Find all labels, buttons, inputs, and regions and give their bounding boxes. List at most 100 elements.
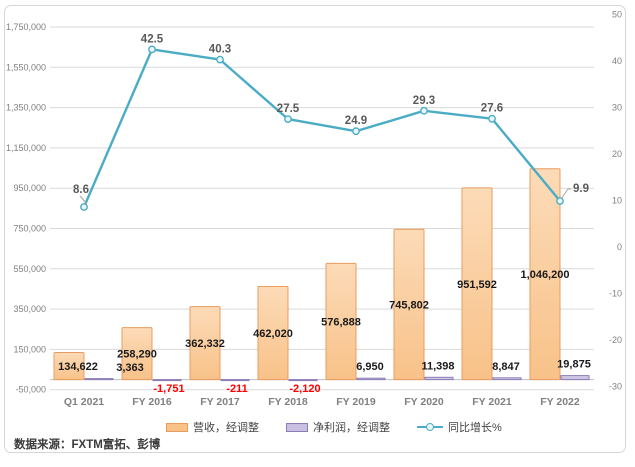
svg-text:-30: -30 xyxy=(609,382,622,392)
svg-text:-20: -20 xyxy=(609,335,622,345)
svg-text:6,950: 6,950 xyxy=(356,361,384,373)
growth-line-marker-icon xyxy=(417,423,443,431)
svg-text:-211: -211 xyxy=(226,383,247,395)
svg-text:9.9: 9.9 xyxy=(573,183,589,195)
growth-marker xyxy=(420,106,428,115)
svg-text:42.5: 42.5 xyxy=(141,33,164,45)
svg-text:FY 2021: FY 2021 xyxy=(472,396,512,408)
svg-text:0: 0 xyxy=(617,242,622,252)
svg-text:27.6: 27.6 xyxy=(481,103,503,115)
growth-marker xyxy=(556,197,564,205)
svg-text:20: 20 xyxy=(612,149,622,159)
svg-text:1,750,000: 1,750,000 xyxy=(6,22,46,32)
svg-text:550,000: 550,000 xyxy=(13,264,46,274)
revenue-swatch-icon xyxy=(166,422,188,432)
svg-text:Q1 2021: Q1 2021 xyxy=(64,396,104,408)
growth-marker xyxy=(216,55,224,64)
growth-marker xyxy=(352,127,360,136)
svg-text:750,000: 750,000 xyxy=(13,224,46,234)
legend-label-netprofit: 净利润，经调整 xyxy=(313,422,390,434)
chart-legend: 营收，经调整 净利润，经调整 同比增长% xyxy=(166,419,502,435)
data-source-note: 数据来源：FXTM富拓、彭博 xyxy=(14,439,161,451)
x-axis-labels: Q1 2021 FY 2016 FY 2017 FY 2018 FY 2019 FY 20… xyxy=(64,396,580,408)
net-profit-bar xyxy=(152,379,182,382)
svg-text:FY 2020: FY 2020 xyxy=(404,396,444,408)
growth-markers xyxy=(80,45,564,211)
growth-marker xyxy=(148,45,156,54)
revenue-bar xyxy=(257,286,289,381)
growth-marker xyxy=(80,203,88,211)
svg-text:8,847: 8,847 xyxy=(492,361,520,373)
revenue-bar xyxy=(189,306,221,381)
net-profit-bar xyxy=(288,379,318,382)
svg-text:50: 50 xyxy=(612,10,622,20)
svg-text:-50,000: -50,000 xyxy=(15,385,46,395)
growth-marker xyxy=(488,114,496,123)
svg-text:350,000: 350,000 xyxy=(13,304,46,314)
svg-text:134,622: 134,622 xyxy=(58,361,98,373)
revenue-bar xyxy=(529,168,561,381)
net-profit-bar xyxy=(492,377,522,381)
svg-text:FY 2016: FY 2016 xyxy=(132,396,172,408)
svg-text:951,592: 951,592 xyxy=(457,279,497,291)
svg-text:30: 30 xyxy=(612,103,622,113)
net-profit-labels: 3,363 -1,751 -211 -2,120 6,950 11,398 8,847 19,… xyxy=(116,359,591,395)
legend-item-growth: 同比增长% xyxy=(417,419,502,435)
revenue-bar xyxy=(53,352,85,381)
svg-text:576,888: 576,888 xyxy=(321,317,361,329)
net-profit-bar xyxy=(84,378,114,381)
svg-text:FY 2018: FY 2018 xyxy=(268,396,308,408)
svg-text:29.3: 29.3 xyxy=(413,95,435,107)
net-profit-bar xyxy=(356,377,386,381)
svg-text:19,875: 19,875 xyxy=(557,359,591,371)
svg-text:258,290: 258,290 xyxy=(117,349,157,361)
svg-text:362,332: 362,332 xyxy=(185,338,225,350)
svg-text:FY 2019: FY 2019 xyxy=(336,396,376,408)
growth-line xyxy=(82,48,562,209)
svg-text:1,350,000: 1,350,000 xyxy=(6,103,46,113)
legend-label-revenue: 营收，经调整 xyxy=(193,422,259,434)
right-axis-ticks: 50 40 30 20 10 0 -10 -20 -30 xyxy=(609,10,622,392)
net-profit-bar xyxy=(220,379,250,382)
legend-label-growth: 同比增长% xyxy=(448,422,502,434)
net-profit-swatch-icon xyxy=(286,422,308,432)
svg-text:11,398: 11,398 xyxy=(421,360,454,372)
svg-text:40: 40 xyxy=(612,56,622,66)
svg-text:950,000: 950,000 xyxy=(13,183,46,193)
leader-line xyxy=(79,195,88,205)
svg-text:150,000: 150,000 xyxy=(13,344,46,354)
svg-text:745,802: 745,802 xyxy=(389,300,429,312)
legend-item-netprofit: 净利润，经调整 xyxy=(286,419,390,435)
net-profit-bars xyxy=(84,375,590,382)
svg-text:-1,751: -1,751 xyxy=(153,383,184,395)
revenue-bar xyxy=(461,187,493,381)
svg-text:40.3: 40.3 xyxy=(209,44,231,56)
svg-text:-2,120: -2,120 xyxy=(289,383,320,395)
svg-text:3,363: 3,363 xyxy=(116,362,144,374)
svg-text:462,020: 462,020 xyxy=(253,328,293,340)
svg-text:FY 2017: FY 2017 xyxy=(200,396,240,408)
svg-text:10: 10 xyxy=(612,196,622,206)
revenue-bars xyxy=(53,168,561,381)
revenue-bar xyxy=(325,262,357,381)
left-axis-ticks: 1,750,000 1,550,000 1,350,000 1,150,000 950,… xyxy=(6,22,46,395)
svg-text:1,150,000: 1,150,000 xyxy=(6,143,46,153)
revenue-labels: 134,622 258,290 362,332 462,020 576,888 745,8… xyxy=(58,269,569,373)
svg-text:24.9: 24.9 xyxy=(345,115,367,127)
svg-text:-10: -10 xyxy=(609,289,622,299)
revenue-bar xyxy=(121,327,153,381)
net-profit-bar xyxy=(560,375,590,381)
leader-line xyxy=(560,188,571,200)
legend-item-revenue: 营收，经调整 xyxy=(166,419,259,435)
growth-labels: 8.6 42.5 40.3 27.5 24.9 29.3 27.6 9.9 xyxy=(73,33,589,196)
revenue-bar xyxy=(393,228,425,381)
growth-marker xyxy=(284,115,292,124)
line-dot xyxy=(426,423,434,431)
svg-text:1,046,200: 1,046,200 xyxy=(521,269,570,281)
svg-text:1,550,000: 1,550,000 xyxy=(6,62,46,72)
svg-text:8.6: 8.6 xyxy=(73,184,89,196)
net-profit-bar xyxy=(424,376,454,381)
svg-text:FY 2022: FY 2022 xyxy=(540,396,580,408)
